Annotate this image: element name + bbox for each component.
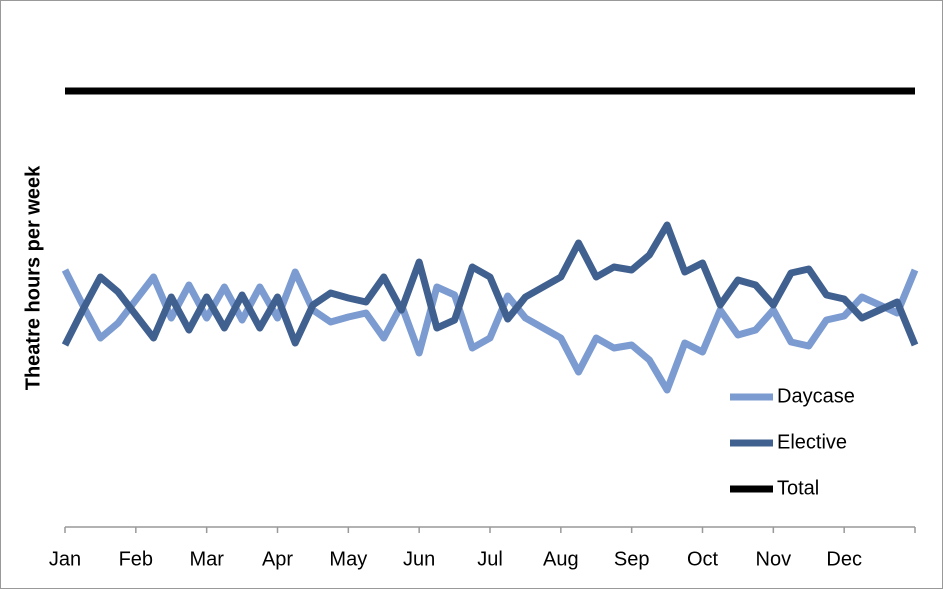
x-tick-label: Jan <box>49 548 81 570</box>
x-tick-label: May <box>329 548 367 570</box>
x-tick-label: Sep <box>614 548 650 570</box>
x-tick-label: Apr <box>262 548 293 570</box>
x-tick-label: Jun <box>403 548 435 570</box>
legend-label: Elective <box>777 431 847 453</box>
legend-label: Daycase <box>777 385 855 407</box>
legend-label: Total <box>777 477 819 499</box>
x-tick-label: Dec <box>826 548 862 570</box>
x-tick-label: Mar <box>189 548 224 570</box>
x-tick-label: Nov <box>756 548 792 570</box>
x-tick-label: Aug <box>543 548 579 570</box>
x-tick-label: Feb <box>119 548 153 570</box>
x-tick-label: Jul <box>477 548 503 570</box>
series-line <box>61 268 919 394</box>
x-tick-label: Oct <box>687 548 719 570</box>
series-line <box>61 221 919 347</box>
y-axis-label: Theatre hours per week <box>22 165 44 390</box>
